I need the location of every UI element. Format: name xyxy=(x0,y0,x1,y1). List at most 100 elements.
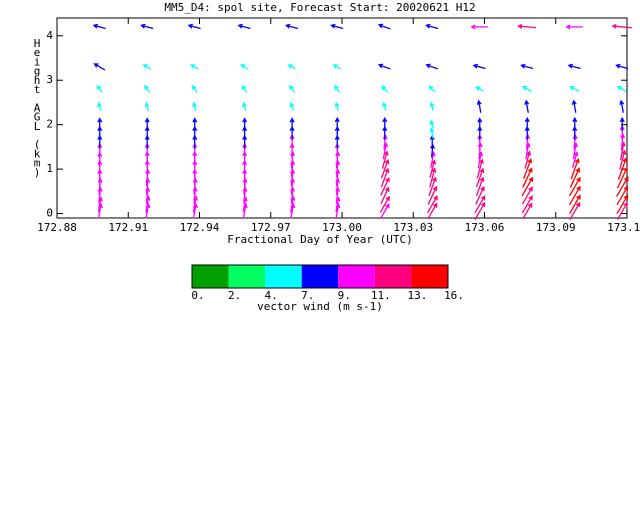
wind-arrow xyxy=(191,84,198,93)
wind-arrow xyxy=(144,101,150,111)
x-tick-label: 172.94 xyxy=(180,221,220,234)
colorbar-swatch xyxy=(374,265,412,288)
wind-arrow xyxy=(571,99,577,113)
wind-arrow xyxy=(241,84,248,93)
wind-arrow xyxy=(569,201,581,220)
wind-arrow xyxy=(289,101,295,111)
wind-arrow xyxy=(429,119,435,129)
wind-arrow xyxy=(380,158,390,179)
wind-arrow xyxy=(379,195,390,213)
wind-arrow xyxy=(470,24,488,30)
colorbar-swatch xyxy=(192,265,229,288)
wind-arrow xyxy=(523,158,533,180)
wind-arrow xyxy=(426,195,438,214)
x-tick-label: 173.06 xyxy=(465,221,505,234)
wind-arrow xyxy=(616,166,628,189)
wind-arrow xyxy=(616,86,627,93)
wind-arrow xyxy=(97,101,102,111)
wind-arrow xyxy=(377,63,391,70)
wind-arrow xyxy=(429,101,435,111)
wind-arrow xyxy=(521,195,533,214)
wind-arrow xyxy=(570,158,580,180)
x-tick-label: 173.00 xyxy=(322,221,362,234)
wind-arrow xyxy=(334,84,341,93)
wind-arrow xyxy=(140,23,154,30)
wind-arrow xyxy=(569,167,581,188)
wind-arrow xyxy=(474,201,486,220)
wind-arrow xyxy=(334,116,340,132)
wind-arrow xyxy=(568,194,581,214)
wind-arrow xyxy=(572,151,579,169)
y-tick-label: 4 xyxy=(46,29,53,42)
wind-arrow xyxy=(144,84,151,93)
colorbar-tick-label: 7. xyxy=(301,289,314,302)
wind-arrow xyxy=(332,64,342,70)
wind-arrow xyxy=(472,63,486,70)
wind-arrow xyxy=(617,157,628,180)
wind-arrow xyxy=(568,176,581,197)
wind-arrow xyxy=(93,63,106,71)
wind-arrow xyxy=(524,150,532,169)
colorbar-swatch xyxy=(265,265,302,288)
colorbar-swatch xyxy=(338,265,375,288)
wind-arrow xyxy=(428,176,437,197)
colorbar-tick-label: 11. xyxy=(371,289,391,302)
wind-arrow xyxy=(572,116,578,132)
chart-title: MM5_D4: spol site, Forecast Start: 20020… xyxy=(164,1,475,14)
colorbar-tick-label: 16. xyxy=(444,289,464,302)
wind-arrow xyxy=(380,167,390,188)
wind-arrow xyxy=(425,23,439,30)
wind-arrow xyxy=(97,117,103,131)
wind-arrow xyxy=(522,167,533,188)
wind-arrow xyxy=(92,23,106,30)
wind-arrow xyxy=(520,63,534,70)
colorbar-swatch xyxy=(228,265,266,288)
wind-arrow xyxy=(237,23,251,30)
wind-arrow xyxy=(287,64,296,70)
wind-arrow xyxy=(242,117,248,131)
wind-arrow xyxy=(382,101,387,111)
colorbar-tick-label: 2. xyxy=(228,289,241,302)
wind-arrow xyxy=(521,86,532,93)
x-tick-label: 172.91 xyxy=(108,221,148,234)
wind-arrow xyxy=(476,99,482,113)
wind-arrow xyxy=(239,64,249,70)
colorbar-tick-label: 0. xyxy=(191,289,204,302)
colorbar-label: vector wind (m s-1) xyxy=(257,300,383,313)
wind-arrow xyxy=(96,84,103,93)
wind-arrow xyxy=(616,176,629,197)
wind-arrow xyxy=(429,127,435,139)
wind-arrow xyxy=(619,99,625,113)
wind-arrow xyxy=(567,63,581,70)
wind-arrow xyxy=(616,201,628,220)
wind-arrow xyxy=(330,23,344,30)
wind-arrow xyxy=(285,23,299,30)
wind-arrow xyxy=(144,117,150,131)
wind-arrow xyxy=(569,86,580,93)
wind-arrow xyxy=(616,194,629,214)
x-tick-label: 173.09 xyxy=(536,221,576,234)
wind-arrow xyxy=(568,185,581,206)
wind-arrow xyxy=(475,167,485,188)
wind-arrow xyxy=(190,64,199,70)
colorbar-swatch xyxy=(411,265,448,288)
wind-arrow xyxy=(429,167,437,188)
wind-arrow xyxy=(380,186,390,205)
colorbar-tick-label: 13. xyxy=(407,289,427,302)
x-tick-label: 172.97 xyxy=(251,221,291,234)
wind-arrow xyxy=(289,84,295,93)
wind-arrow xyxy=(522,202,533,220)
wind-arrow xyxy=(427,202,438,220)
wind-arrow xyxy=(475,86,484,92)
x-tick-label: 173.03 xyxy=(393,221,433,234)
wind-arrow xyxy=(524,116,530,132)
wind-arrow xyxy=(611,23,632,29)
x-axis-label: Fractional Day of Year (UTC) xyxy=(227,233,412,246)
colorbar-frame xyxy=(191,264,449,289)
wind-arrow xyxy=(565,24,583,30)
wind-arrow xyxy=(192,117,198,131)
wind-arrow xyxy=(474,195,486,214)
wind-arrow xyxy=(524,99,530,113)
